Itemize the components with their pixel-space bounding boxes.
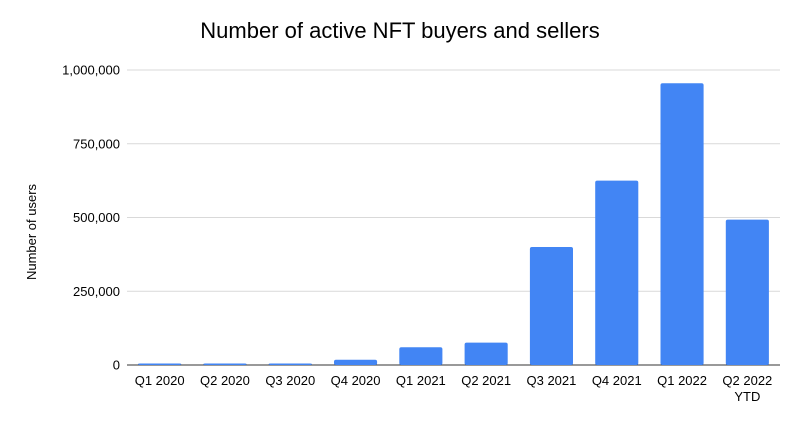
- chart-title: Number of active NFT buyers and sellers: [200, 18, 600, 43]
- x-tick-label: Q1 2021: [396, 373, 446, 388]
- bar: [595, 180, 639, 365]
- bar: [268, 363, 312, 365]
- x-tick-label: Q3 2020: [265, 373, 315, 388]
- x-tick-label: Q2 2022 YTD: [722, 373, 772, 404]
- y-tick-label: 250,000: [73, 284, 120, 299]
- x-tick-label: Q3 2021: [527, 373, 577, 388]
- x-tick-label: Q4 2020: [331, 373, 381, 388]
- y-tick-label: 1,000,000: [62, 63, 120, 78]
- x-tick-label: Q2 2020: [200, 373, 250, 388]
- x-tick-label: Q1 2022: [657, 373, 707, 388]
- bar: [660, 83, 704, 366]
- x-tick-label: Q4 2021: [592, 373, 642, 388]
- y-tick-label: 0: [113, 358, 120, 373]
- bar: [399, 347, 443, 365]
- y-tick-label: 750,000: [73, 136, 120, 151]
- bar: [203, 363, 247, 365]
- x-tick-label: Q2 2021: [461, 373, 511, 388]
- bar: [725, 219, 769, 365]
- x-tick-label: Q1 2020: [135, 373, 185, 388]
- bar: [334, 359, 378, 365]
- bar: [138, 363, 182, 365]
- y-axis-label: Number of users: [24, 183, 39, 280]
- y-tick-label: 500,000: [73, 210, 120, 225]
- bar: [529, 247, 573, 365]
- bar: [464, 342, 508, 365]
